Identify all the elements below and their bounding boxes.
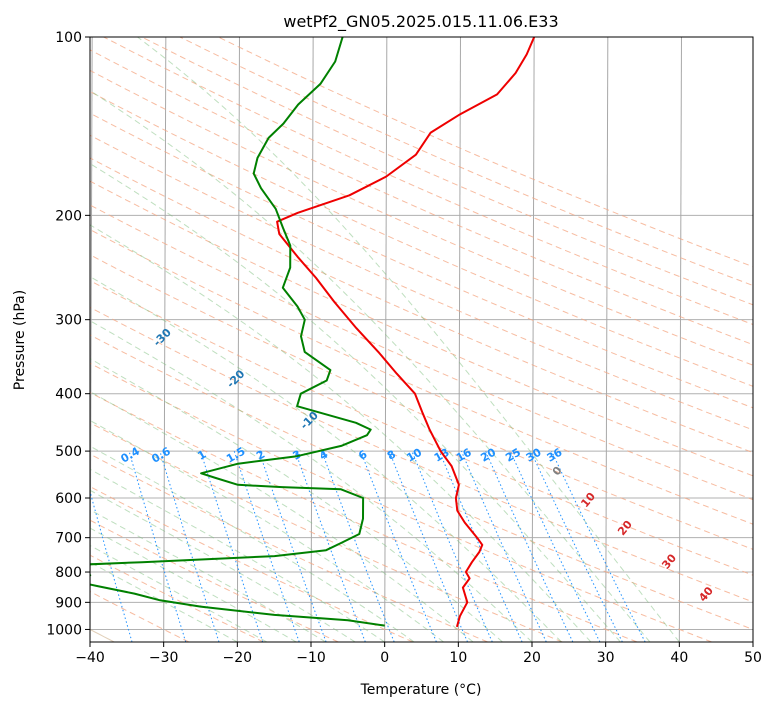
isotherm-line [384,37,388,642]
dry-adiabat-line [103,37,753,326]
y-tick-label: 1000 [46,622,82,638]
x-tick-label: 20 [523,650,541,666]
moist-adiabat-line [90,509,326,642]
mixing-ratio-line [360,450,437,642]
moist-adiabat-line [90,419,444,642]
dry-adiabat-line [90,180,753,477]
mixing-ratio-line [233,450,300,642]
moist-adiabat-line [90,445,415,642]
dry-adiabat-line [90,280,753,576]
mixing-ratio-line [388,450,468,642]
x-tick-label: 30 [597,650,615,666]
x-tick-label: 0 [380,650,389,666]
mixing-ratio-line [321,450,395,642]
dry-adiabat-line [90,49,753,346]
dry-adiabat-line [179,37,753,287]
chart-title: wetPf2_GN05.2025.015.11.06.E33 [283,12,558,32]
mixing-ratio-line [530,450,623,642]
y-tick-label: 200 [55,208,82,224]
dry-adiabat-line [90,362,712,642]
dry-adiabat-line [90,453,488,642]
moist-adiabat-line [90,320,533,642]
x-tick-label: 40 [670,650,688,666]
y-tick-label: 500 [55,444,82,460]
mixing-ratio-line [294,450,366,642]
temperature-profile-line [276,37,536,628]
dry-adiabat-line [90,334,753,630]
y-tick-label: 700 [55,531,82,547]
dry-adiabat-line [90,554,264,642]
dry-adiabat-line [90,391,638,642]
dry-adiabat-line [90,229,753,525]
x-axis-label: Temperature (°C) [360,682,482,698]
plot-frame [89,36,754,643]
isotherm-line [236,37,240,642]
moist-adiabat-line [90,276,562,642]
moist-adiabat-line [90,468,385,642]
x-tick-label: 10 [449,650,467,666]
mixing-ratio-line [128,450,187,642]
dry-adiabat-line [90,157,753,454]
x-tick-label: −10 [296,650,326,666]
y-tick-label: 300 [55,313,82,329]
x-tick-label: −40 [75,650,105,666]
sounding-profiles [90,37,536,628]
x-tick-label: 50 [744,650,762,666]
moist-adiabat-line [137,37,680,642]
moist-adiabat-lines [90,37,680,642]
isotherm-line [678,37,682,642]
moist-adiabat-line [90,489,356,642]
y-axis-label: Pressure (hPa) [12,290,28,390]
moist-adiabat-line [90,527,297,642]
dry-adiabat-line [90,90,753,387]
dry-adiabat-line [90,485,414,642]
dry-adiabat-line [90,306,753,603]
dewpoint-profile-line [90,37,385,627]
moist-adiabat-line [90,90,651,642]
y-tick-label: 800 [55,565,82,581]
y-axis-ticks: 100 200 300 400 500 600 700 800 900 1000 [46,30,90,638]
dry-adiabat-line [90,254,753,550]
mixing-ratio-line [551,450,646,642]
isotherm-line [163,37,167,642]
mixing-ratio-line [411,450,493,642]
dry-adiabat-line [90,112,753,409]
x-axis-ticks: −40 −30 −20 −10 0 10 20 30 40 50 [75,642,762,666]
y-tick-label: 400 [55,387,82,403]
y-tick-label: 600 [55,491,82,507]
plot-area: 0.10.20.40.611.52346810131620253036-30-2… [68,37,753,642]
isotherm-line [605,37,609,642]
x-tick-label: −30 [149,650,179,666]
mixing-ratio-line [159,450,220,642]
moist-adiabat-line [90,224,592,642]
moist-adiabat-line [90,163,621,642]
mixing-ratio-line [200,450,264,642]
mixing-ratio-label: 0.2 [68,445,91,466]
x-tick-label: −20 [223,650,253,666]
y-tick-label: 900 [55,595,82,611]
dry-adiabat-lines [90,37,753,642]
y-tick-label: 100 [55,30,82,46]
line-labels: 0.10.20.40.611.52346810131620253036-30-2… [68,326,716,605]
dry-adiabat-line [90,590,190,642]
